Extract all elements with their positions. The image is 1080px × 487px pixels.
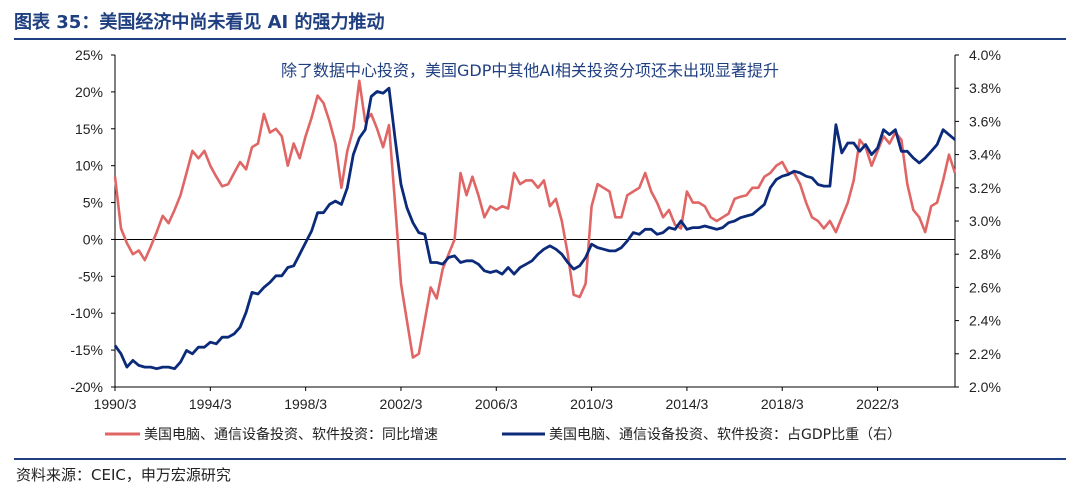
y-right-tick-label: 3.4% (969, 147, 1001, 163)
y-left-tick-label: 0% (83, 231, 103, 247)
y-left-tick-label: -10% (70, 305, 103, 321)
y-left-tick-label: 20% (75, 84, 103, 100)
y-left-tick-label: 15% (75, 121, 103, 137)
x-tick-label: 2006/3 (475, 396, 518, 412)
y-left-tick-label: -5% (78, 268, 103, 284)
x-tick-label: 1994/3 (189, 396, 232, 412)
x-tick-label: 2022/3 (856, 396, 899, 412)
series-group (113, 79, 957, 371)
x-tick-label: 2018/3 (761, 396, 804, 412)
y-right-tick-label: 3.0% (969, 213, 1001, 229)
source-rule (14, 458, 1066, 460)
x-tick-label: 1990/3 (94, 396, 137, 412)
y-right-tick-label: 2.2% (969, 346, 1001, 362)
y-left-tick-label: -20% (70, 379, 103, 395)
y-right-tick-label: 2.4% (969, 313, 1001, 329)
legend-label-gdp-share: 美国电脑、通信设备投资、软件投资：占GDP比重（右） (549, 426, 901, 443)
y-right-tick-label: 4.0% (969, 47, 1001, 63)
x-tick-label: 2002/3 (380, 396, 423, 412)
x-tick-label: 2014/3 (666, 396, 709, 412)
legend-label-growth: 美国电脑、通信设备投资、软件投资：同比增速 (144, 426, 438, 443)
y-right-tick-label: 2.6% (969, 279, 1001, 295)
y-right-tick-label: 2.8% (969, 246, 1001, 262)
x-tick-label: 1998/3 (284, 396, 327, 412)
y-left-tick-label: -15% (70, 342, 103, 358)
series-line-growth (113, 79, 957, 359)
legend: 美国电脑、通信设备投资、软件投资：同比增速 美国电脑、通信设备投资、软件投资：占G… (105, 426, 901, 443)
y-left-tick-label: 10% (75, 158, 103, 174)
axes-group: -20% -15% -10% -5% 0% 5% 10% 15% 20% 25% 2.0% 2.2% 2… (70, 47, 1001, 412)
x-tick-label: 2010/3 (570, 396, 613, 412)
figure-title: 图表 35：美国经济中尚未看见 AI 的强力推动 (14, 12, 385, 33)
y-left-tick-label: 5% (83, 195, 103, 211)
y-right-tick-label: 3.2% (969, 180, 1001, 196)
chart-annotation: 除了数据中心投资，美国GDP中其他AI相关投资分项还未出现显著提升 (281, 61, 779, 80)
y-right-tick-label: 2.0% (969, 379, 1001, 395)
title-underline (14, 38, 1066, 40)
y-right-tick-label: 3.8% (969, 80, 1001, 96)
source-note: 资料来源：CEIC，申万宏源研究 (16, 466, 231, 484)
y-right-tick-label: 3.6% (969, 113, 1001, 129)
y-left-tick-label: 25% (75, 47, 103, 63)
series-line-gdp-share (113, 86, 956, 371)
